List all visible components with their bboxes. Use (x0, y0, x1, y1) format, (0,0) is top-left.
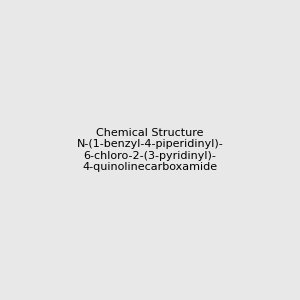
Text: Chemical Structure
N-(1-benzyl-4-piperidinyl)-
6-chloro-2-(3-pyridinyl)-
4-quino: Chemical Structure N-(1-benzyl-4-piperid… (76, 128, 224, 172)
